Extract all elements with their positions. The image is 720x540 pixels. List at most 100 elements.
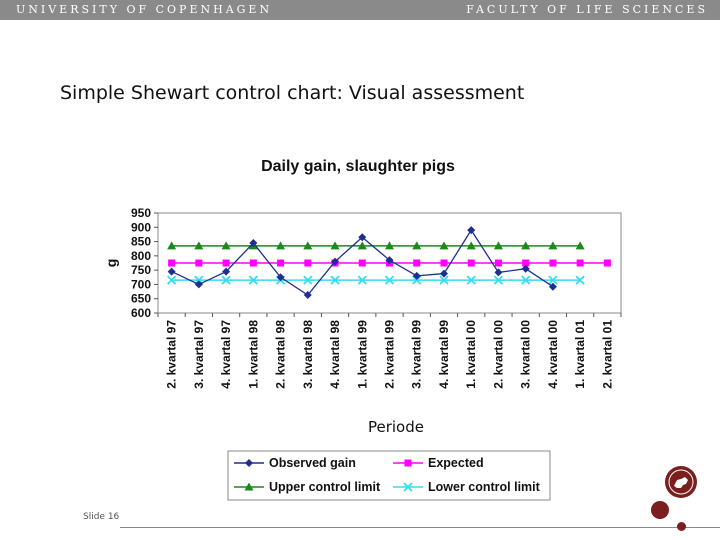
data-point-observed-gain	[358, 233, 367, 242]
data-point-upper-control-limit	[466, 241, 476, 250]
x-tick-label: 4. kvartal 00	[546, 320, 560, 389]
data-point-expected	[494, 259, 502, 267]
data-point-observed-gain	[494, 268, 503, 277]
university-seal-icon	[665, 466, 697, 498]
data-point-observed-gain	[167, 267, 176, 276]
data-point-expected	[467, 259, 475, 267]
data-point-upper-control-limit	[493, 241, 503, 250]
y-tick-label: 850	[131, 235, 151, 249]
slide-number: Slide 16	[83, 512, 120, 522]
x-tick-label: 4. kvartal 97	[219, 320, 233, 389]
decorative-dot-large	[651, 501, 669, 519]
y-axis-label: g	[103, 259, 119, 268]
legend-marker-observed-gain	[245, 459, 253, 467]
footer-divider	[120, 527, 720, 528]
y-tick-label: 800	[131, 249, 151, 263]
data-point-lower-control-limit	[466, 275, 476, 285]
x-tick-label: 1. kvartal 00	[464, 320, 478, 389]
legend-label-expected: Expected	[428, 456, 484, 470]
y-tick-label: 900	[131, 220, 151, 234]
data-point-upper-control-limit	[412, 241, 422, 250]
x-tick-label: 1. kvartal 98	[246, 320, 260, 389]
x-tick-label: 3. kvartal 99	[410, 320, 424, 389]
data-point-lower-control-limit	[221, 275, 231, 285]
x-tick-label: 1. kvartal 01	[573, 320, 587, 389]
data-point-lower-control-limit	[548, 275, 558, 285]
data-point-expected	[603, 259, 611, 267]
x-tick-label: 4. kvartal 98	[328, 320, 342, 389]
x-tick-label: 2. kvartal 01	[600, 320, 614, 389]
data-point-lower-control-limit	[303, 275, 313, 285]
y-tick-label: 700	[131, 277, 151, 291]
legend-label-lower-control-limit: Lower control limit	[428, 480, 541, 494]
x-tick-label: 1. kvartal 99	[355, 320, 369, 389]
header-bar: UNIVERSITY OF COPENHAGEN FACULTY OF LIFE…	[0, 0, 720, 20]
data-point-observed-gain	[548, 282, 557, 291]
legend-label-upper-control-limit: Upper control limit	[269, 480, 381, 494]
slide-title: Simple Shewart control chart: Visual ass…	[60, 82, 525, 104]
data-point-expected	[522, 259, 530, 267]
legend-marker-upper-control-limit	[244, 482, 254, 491]
data-point-upper-control-limit	[575, 241, 585, 250]
plot-area	[157, 212, 622, 314]
data-point-expected	[195, 259, 203, 267]
data-point-expected	[549, 259, 557, 267]
data-point-lower-control-limit	[493, 275, 504, 285]
x-tick-label: 4. kvartal 99	[437, 320, 451, 389]
data-point-lower-control-limit	[384, 275, 395, 285]
data-point-expected	[304, 259, 312, 267]
data-point-lower-control-limit	[575, 275, 585, 285]
x-tick-label: 3. kvartal 98	[301, 320, 315, 389]
data-point-expected	[249, 259, 257, 267]
x-tick-label: 2. kvartal 99	[383, 320, 397, 389]
data-point-upper-control-limit	[385, 241, 394, 250]
x-tick-label: 3. kvartal 00	[519, 320, 533, 389]
data-point-lower-control-limit	[330, 275, 340, 285]
data-point-upper-control-limit	[276, 241, 286, 250]
y-tick-label: 950	[131, 206, 151, 220]
data-point-expected	[440, 259, 448, 267]
data-point-observed-gain	[276, 273, 285, 282]
legend-marker-lower-control-limit	[403, 482, 413, 492]
x-tick-label: 2. kvartal 00	[491, 320, 505, 389]
legend	[227, 450, 551, 501]
data-point-observed-gain	[412, 271, 421, 280]
data-point-lower-control-limit	[412, 275, 422, 285]
chart-title: Daily gain, slaughter pigs	[261, 158, 455, 175]
data-point-observed-gain	[194, 280, 203, 289]
y-tick-label: 750	[131, 263, 151, 277]
data-point-upper-control-limit	[194, 241, 204, 250]
data-point-expected	[413, 259, 421, 267]
data-point-observed-gain	[249, 239, 258, 247]
x-axis-label: Periode	[368, 418, 424, 436]
data-point-upper-control-limit	[167, 241, 177, 250]
x-tick-label: 2. kvartal 98	[274, 320, 288, 389]
legend-label-observed-gain: Observed gain	[269, 456, 356, 470]
data-point-expected	[168, 259, 176, 267]
data-point-expected	[277, 259, 285, 267]
data-point-lower-control-limit	[248, 275, 258, 285]
data-point-expected	[222, 259, 230, 267]
data-point-observed-gain	[467, 226, 476, 235]
data-point-upper-control-limit	[357, 241, 367, 250]
faculty-name: FACULTY OF LIFE SCIENCES	[466, 3, 708, 16]
data-point-upper-control-limit	[548, 241, 558, 250]
data-point-observed-gain	[331, 257, 340, 266]
y-tick-label: 600	[131, 306, 151, 320]
data-point-expected	[576, 259, 584, 267]
decorative-dot-small	[677, 522, 686, 531]
data-point-observed-gain	[439, 269, 448, 278]
data-point-upper-control-limit	[439, 241, 449, 250]
data-point-upper-control-limit	[303, 241, 313, 250]
data-point-lower-control-limit	[357, 275, 367, 285]
data-point-lower-control-limit	[439, 275, 449, 285]
y-tick-label: 650	[131, 292, 151, 306]
data-point-upper-control-limit	[521, 241, 531, 250]
data-point-observed-gain	[521, 264, 530, 273]
data-point-lower-control-limit	[521, 275, 531, 285]
data-point-observed-gain	[222, 267, 231, 276]
x-tick-label: 2. kvartal 97	[165, 320, 179, 389]
university-name: UNIVERSITY OF COPENHAGEN	[16, 3, 273, 16]
data-point-lower-control-limit	[166, 275, 177, 285]
